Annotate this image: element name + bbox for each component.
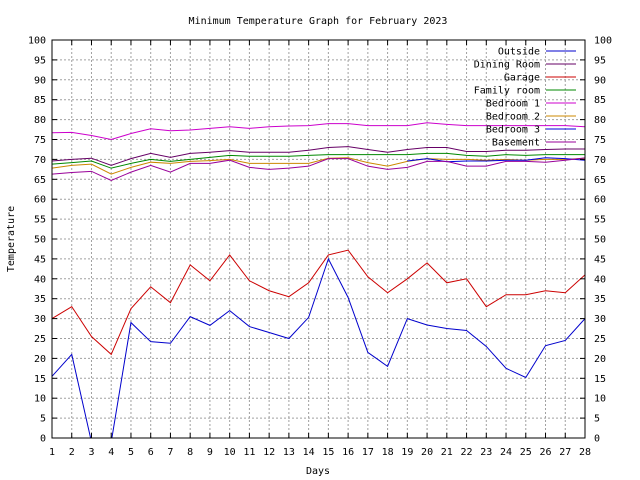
x-tick-label: 21 [441,447,453,458]
y-tick-label-right: 0 [594,434,600,445]
y-tick-label-right: 65 [594,175,606,186]
x-tick-label: 23 [480,447,492,458]
x-tick-label: 4 [108,447,114,458]
y-tick-label-right: 45 [594,254,606,265]
x-tick-label: 17 [362,447,374,458]
y-tick-label-right: 15 [594,374,606,385]
y-tick-label-right: 10 [594,394,606,405]
y-tick-label: 25 [34,334,46,345]
series-lines [52,122,585,438]
x-tick-label: 7 [167,447,173,458]
x-tick-label: 10 [224,447,236,458]
legend-label-family-room: Family room [474,86,540,97]
series-line-basement [52,157,585,182]
y-tick-label-right: 25 [594,334,606,345]
x-tick-label: 18 [382,447,394,458]
x-tick-label: 1 [49,447,55,458]
y-tick-label-right: 75 [594,135,606,146]
chart-title: Minimum Temperature Graph for February 2… [189,16,448,27]
y-tick-label: 90 [34,75,46,86]
y-tick-label-right: 5 [594,414,600,425]
x-tick-label: 28 [579,447,591,458]
x-tick-label: 8 [187,447,193,458]
x-tick-label: 25 [520,447,532,458]
series-line-family-room [52,152,585,169]
legend-label-bedroom-1: Bedroom 1 [486,99,540,110]
y-tick-label-right: 85 [594,95,606,106]
y-tick-label: 65 [34,175,46,186]
x-tick-label: 6 [148,447,154,458]
y-tick-label: 35 [34,294,46,305]
y-tick-label-right: 100 [594,36,612,47]
y-tick-label: 15 [34,374,46,385]
y-tick-label: 50 [34,235,46,246]
axis-ticks: 1 2 3 4 5 6 7 8 9 10 11 12 13 14 15 16 17 18 19 20 21 22 23 24 2… [28,36,612,459]
y-tick-label: 40 [34,274,46,285]
x-tick-label: 5 [128,447,134,458]
y-tick-label-right: 20 [594,354,606,365]
y-tick-label-right: 40 [594,274,606,285]
legend-label-bedroom-3: Bedroom 3 [486,125,540,136]
x-tick-label: 20 [421,447,433,458]
x-tick-label: 27 [559,447,571,458]
x-tick-label: 11 [243,447,255,458]
y-tick-label: 20 [34,354,46,365]
x-tick-label: 3 [88,447,94,458]
y-tick-label-right: 80 [594,115,606,126]
x-axis-label: Days [306,466,330,477]
y-tick-label-right: 95 [594,55,606,66]
y-tick-label-right: 70 [594,155,606,166]
y-tick-label-right: 60 [594,195,606,206]
legend-label-bedroom-2: Bedroom 2 [486,112,540,123]
legend-label-outside: Outside [498,47,540,58]
series-line-garage [52,249,585,356]
y-tick-label: 55 [34,215,46,226]
x-tick-label: 24 [500,447,512,458]
x-tick-label: 2 [69,447,75,458]
legend-label-garage: Garage [504,73,540,84]
grid [52,40,585,438]
y-tick-label-right: 50 [594,235,606,246]
y-tick-label-right: 55 [594,215,606,226]
y-tick-label: 60 [34,195,46,206]
y-tick-label: 45 [34,254,46,265]
y-tick-label-right: 90 [594,75,606,86]
y-tick-label: 85 [34,95,46,106]
y-tick-label: 5 [40,414,46,425]
series-line-outside [52,257,585,438]
x-tick-label: 26 [539,447,551,458]
y-tick-label: 95 [34,55,46,66]
series-line-bedroom-3 [407,157,585,163]
y-tick-label: 70 [34,155,46,166]
y-tick-label-right: 35 [594,294,606,305]
x-tick-label: 13 [283,447,295,458]
x-tick-label: 22 [461,447,473,458]
series-line-bedroom-1 [52,122,585,141]
legend-label-basement: Basement [492,138,540,149]
series-line-bedroom-2 [52,157,585,175]
legend: Outside Dining Room Garage Family room Bedro… [474,47,576,149]
y-tick-label: 80 [34,115,46,126]
x-tick-label: 15 [322,447,334,458]
y-axis-label: Temperature [6,206,17,272]
legend-label-dining-room: Dining Room [474,60,540,71]
x-tick-label: 12 [263,447,275,458]
y-tick-label-right: 30 [594,314,606,325]
x-tick-label: 14 [303,447,315,458]
y-tick-label: 10 [34,394,46,405]
y-tick-label: 30 [34,314,46,325]
x-tick-label: 16 [342,447,354,458]
series-line-dining-room [52,146,585,166]
y-tick-label: 0 [40,434,46,445]
y-tick-label: 100 [28,36,46,47]
y-tick-label: 75 [34,135,46,146]
x-tick-label: 9 [207,447,213,458]
x-tick-label: 19 [401,447,413,458]
